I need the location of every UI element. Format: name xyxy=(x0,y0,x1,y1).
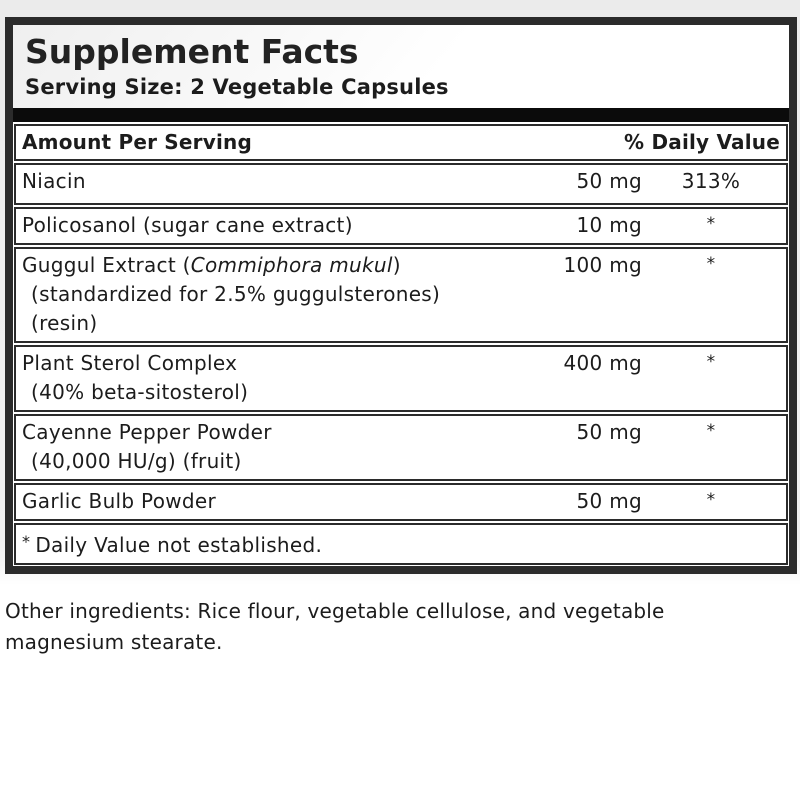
panel-title: Supplement Facts xyxy=(25,32,359,71)
ingredient-amount: 10 mg xyxy=(576,213,642,237)
daily-value-header: % Daily Value xyxy=(624,130,780,154)
ingredient-name: Guggul Extract (Commiphora mukul) (stand… xyxy=(22,253,441,335)
ingredient-daily-value: * xyxy=(706,421,716,441)
ingredient-name: Plant Sterol Complex (40% beta-sitostero… xyxy=(22,351,249,404)
ingredient-row-niacin: Niacin 50 mg 313% xyxy=(14,163,788,205)
ingredient-daily-value: * xyxy=(706,352,716,372)
ingredient-amount: 50 mg xyxy=(576,169,642,193)
footnote-text: Daily Value not established. xyxy=(35,533,323,557)
ingredient-row-garlic: Garlic Bulb Powder 50 mg * xyxy=(14,483,788,521)
panel-header: Supplement Facts Serving Size: 2 Vegetab… xyxy=(13,25,789,108)
column-header-row: Amount Per Serving % Daily Value xyxy=(14,124,788,161)
ingredient-name: Niacin xyxy=(22,169,86,193)
ingredient-name: Policosanol (sugar cane extract) xyxy=(22,213,353,237)
ingredient-amount: 400 mg xyxy=(563,351,642,375)
ingredient-name: Cayenne Pepper Powder (40,000 HU/g) (fru… xyxy=(22,420,272,473)
ingredient-daily-value: 313% xyxy=(681,169,741,193)
ingredient-name: Garlic Bulb Powder xyxy=(22,489,217,513)
ingredient-row-guggul: Guggul Extract (Commiphora mukul) (stand… xyxy=(14,247,788,343)
ingredient-row-cayenne: Cayenne Pepper Powder (40,000 HU/g) (fru… xyxy=(14,414,788,481)
thick-divider-bar xyxy=(13,108,789,122)
footnote-row: * Daily Value not established. xyxy=(14,523,788,565)
ingredient-row-plant-sterol: Plant Sterol Complex (40% beta-sitostero… xyxy=(14,345,788,412)
ingredient-amount: 50 mg xyxy=(576,420,642,444)
ingredient-daily-value: * xyxy=(706,214,716,234)
serving-size-text: Serving Size: 2 Vegetable Capsules xyxy=(25,75,449,99)
amount-per-serving-header: Amount Per Serving xyxy=(22,130,252,154)
ingredient-amount: 100 mg xyxy=(563,253,642,277)
other-ingredients-text: Other ingredients: Rice flour, vegetable… xyxy=(5,599,665,654)
ingredient-amount: 50 mg xyxy=(576,489,642,513)
supplement-facts-panel: Supplement Facts Serving Size: 2 Vegetab… xyxy=(5,17,797,574)
ingredient-daily-value: * xyxy=(706,254,716,274)
ingredient-daily-value: * xyxy=(706,490,716,510)
facts-rows: Amount Per Serving % Daily Value Niacin … xyxy=(13,122,789,566)
ingredient-row-policosanol: Policosanol (sugar cane extract) 10 mg * xyxy=(14,207,788,245)
footnote-asterisk: * xyxy=(22,532,31,551)
